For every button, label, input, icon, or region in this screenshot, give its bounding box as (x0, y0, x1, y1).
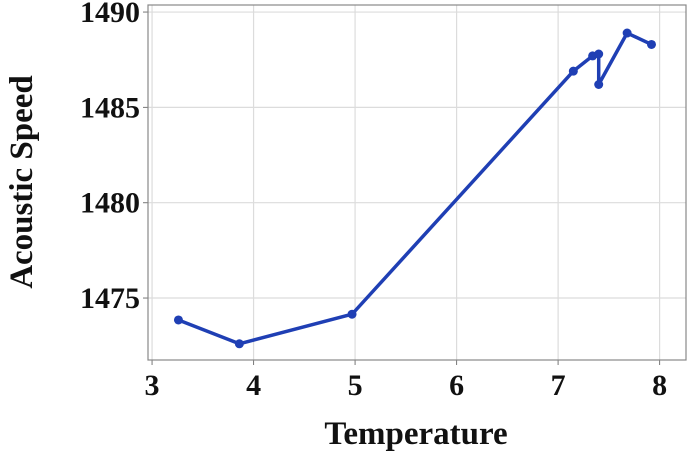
data-point (347, 309, 357, 319)
data-point (568, 66, 578, 76)
data-point (173, 315, 183, 325)
x-tick-label: 8 (652, 369, 667, 402)
plot-frame (147, 4, 687, 361)
data-point (622, 28, 632, 38)
y-axis-label: Acoustic Speed (4, 75, 40, 289)
y-tick-label: 1485 (80, 91, 140, 124)
x-tick-label: 6 (449, 369, 464, 402)
y-tick-label: 1490 (80, 0, 140, 29)
data-line (177, 31, 653, 346)
data-point (594, 49, 604, 59)
x-tick-label: 3 (145, 369, 160, 402)
y-tick-label: 1480 (80, 187, 140, 220)
x-tick-label: 4 (246, 369, 261, 402)
x-tick-label: 5 (348, 369, 363, 402)
data-point (594, 80, 604, 90)
x-axis-label: Temperature (324, 416, 507, 452)
y-tick-label: 1475 (80, 282, 140, 315)
x-tick-label: 7 (551, 369, 566, 402)
data-point (646, 39, 656, 49)
data-point (234, 339, 244, 349)
